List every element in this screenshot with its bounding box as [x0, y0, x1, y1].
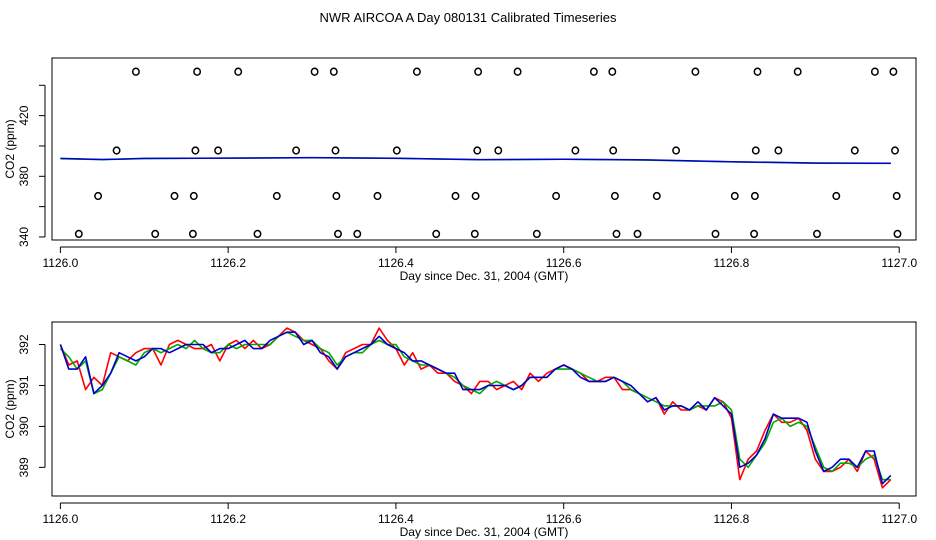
data-point [672, 146, 681, 155]
x-tick-label: 1126.6 [546, 512, 582, 526]
y-tick-label: 391 [17, 375, 31, 395]
data-point [711, 229, 720, 239]
data-point [750, 191, 759, 201]
data-point [474, 67, 483, 76]
data-point [691, 67, 700, 76]
data-point [332, 191, 341, 201]
x-tick-label: 1126.8 [714, 256, 750, 270]
data-point [891, 146, 899, 155]
y-tick-label: 390 [17, 416, 31, 436]
data-point [331, 146, 340, 155]
data-point [753, 67, 762, 76]
data-point [610, 191, 619, 201]
x-tick-label: 1126.8 [714, 512, 750, 526]
data-point [310, 67, 319, 76]
data-point [451, 191, 460, 201]
chart-title: NWR AIRCOA A Day 080131 Calibrated Times… [320, 10, 617, 25]
x-axis-label: Day since Dec. 31, 2004 (GMT) [400, 269, 569, 283]
data-point [253, 229, 262, 239]
data-point [751, 146, 760, 155]
x-tick-label: 1127.0 [881, 512, 917, 526]
data-point [813, 229, 821, 239]
data-point [633, 229, 642, 239]
data-point [329, 67, 338, 76]
data-point [892, 191, 901, 201]
data-point [170, 191, 179, 201]
data-point [334, 229, 342, 239]
data-point [188, 229, 197, 239]
y-tick-label: 420 [17, 105, 31, 125]
bottom-panel: 1126.0 1126.2 1126.4 1126.6 1126.8 1127.0 Day … [3, 321, 917, 539]
data-point [850, 146, 859, 155]
data-point [832, 191, 841, 201]
x-tick-label: 1126.0 [42, 512, 78, 526]
y-tick-label: 380 [17, 166, 31, 186]
data-point [234, 67, 243, 76]
blue-series-line [60, 156, 891, 165]
data-point [112, 146, 121, 155]
top-panel: 1126.0 1126.2 1126.4 1126.6 1126.8 1127.0 Day … [3, 57, 917, 283]
y-axis-label: CO2 (ppm) [3, 379, 17, 438]
plot-frame [51, 321, 917, 497]
data-point [494, 146, 503, 155]
plot-frame [51, 57, 917, 241]
data-point [214, 146, 223, 155]
data-point [353, 229, 362, 239]
data-point [750, 229, 759, 239]
x-axis-label: Day since Dec. 31, 2004 (GMT) [400, 525, 569, 539]
data-point [191, 146, 200, 155]
data-point [151, 229, 160, 239]
y-tick-label: 389 [17, 457, 31, 477]
data-point [470, 229, 479, 239]
data-point [652, 191, 661, 201]
data-point [893, 229, 902, 239]
blue-series-line [59, 331, 892, 485]
x-tick-label: 1126.4 [378, 512, 414, 526]
data-point [392, 146, 401, 155]
data-point [74, 229, 83, 239]
data-point [774, 146, 783, 155]
data-point [189, 191, 198, 201]
data-point [131, 67, 140, 76]
x-tick-label: 1126.4 [378, 256, 414, 270]
data-point [272, 191, 281, 201]
data-point [94, 191, 103, 201]
x-tick-label: 1126.6 [546, 256, 582, 270]
data-point [412, 67, 421, 76]
data-point [609, 146, 618, 155]
data-point [432, 229, 441, 239]
plot-area [59, 327, 892, 489]
data-point [292, 146, 301, 155]
x-tick-label: 1126.2 [210, 256, 246, 270]
data-point [589, 67, 598, 76]
x-tick-label: 1126.2 [210, 512, 246, 526]
data-point [730, 191, 739, 201]
data-point [473, 146, 482, 155]
data-point [193, 67, 202, 76]
data-point [532, 229, 541, 239]
plot-area [60, 67, 902, 239]
data-point [608, 67, 617, 76]
data-point [889, 67, 898, 76]
green-series-line [59, 331, 891, 481]
data-point [612, 229, 621, 239]
red-series-line [59, 327, 892, 489]
x-tick-label: 1127.0 [881, 256, 917, 270]
data-point [571, 146, 580, 155]
data-point [471, 191, 480, 201]
x-tick-label: 1126.0 [42, 256, 78, 270]
y-tick-label: 340 [17, 227, 31, 247]
data-point [870, 67, 879, 76]
data-point [373, 191, 382, 201]
y-tick-label: 392 [17, 334, 31, 354]
y-axis-label: CO2 (ppm) [3, 119, 17, 178]
data-point [552, 191, 561, 201]
data-point [793, 67, 802, 76]
data-point [513, 67, 522, 76]
